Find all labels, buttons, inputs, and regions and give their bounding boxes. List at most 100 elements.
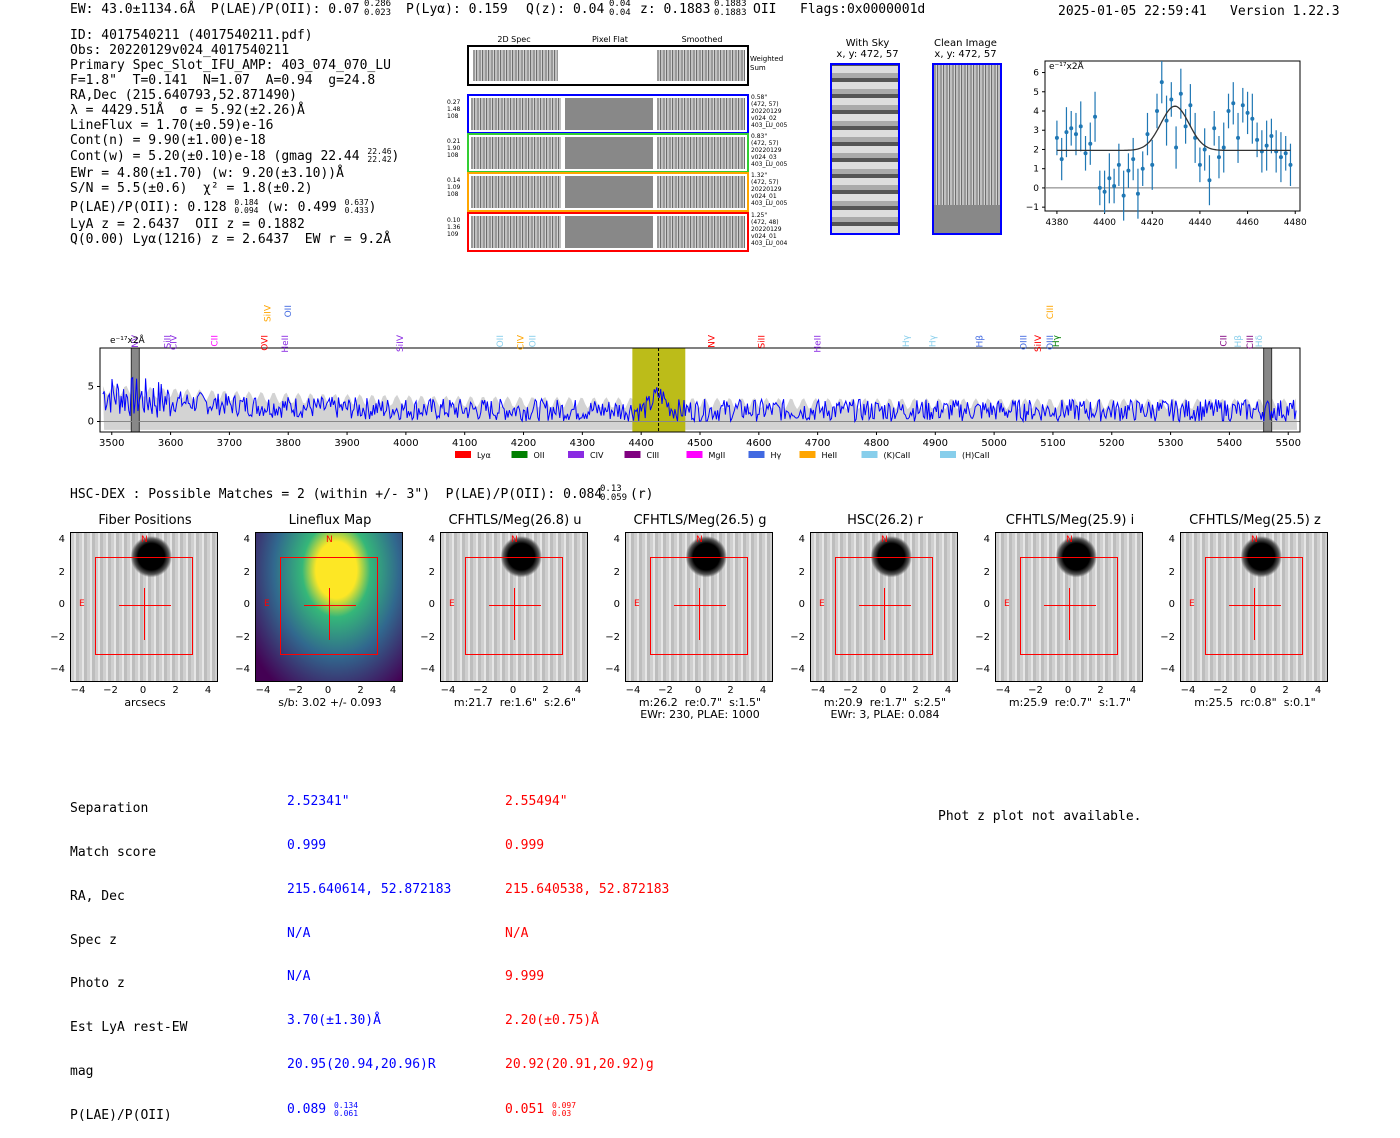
panel-ytick-label: 4: [58, 534, 65, 545]
exposure-4-right-label: 1.25" (472, 48) 20220129 v024_01 403_LU_…: [751, 212, 788, 247]
spectrum-xtick-label: 5000: [981, 438, 1006, 449]
crosshair: [1254, 588, 1255, 640]
exposure-2-flat: [565, 137, 653, 169]
spectrum-line-label: OIII: [1019, 335, 1029, 350]
spectrum-line-label: SiIV: [1034, 334, 1044, 352]
spectrum-xtick-label: 4900: [923, 438, 948, 449]
panel-title: Fiber Positions: [98, 513, 192, 528]
aperture-box: [1205, 557, 1303, 655]
east-marker: E: [634, 599, 640, 609]
line-fit-point: [1102, 189, 1107, 194]
col-title-2d-spec: 2D Spec: [497, 35, 531, 44]
east-marker: E: [1004, 599, 1010, 609]
panel-title: CFHTLS/Meg(25.9) i: [1005, 513, 1135, 528]
crosshair: [859, 605, 911, 606]
panel-ytick-label: −4: [420, 664, 435, 675]
match-value-red: 20.92(20.91,20.92)g: [505, 1056, 654, 1072]
info-lambda: λ = 4429.51Å σ = 5.92(±2.26)Å: [70, 103, 305, 118]
line-fit-point: [1164, 118, 1169, 123]
info-id: ID: 4017540211 (4017540211.pdf): [70, 28, 313, 43]
match-label: Separation: [70, 801, 149, 817]
match-table-labels: Separation Match score RA, Dec Spec z Ph…: [70, 773, 187, 1138]
match-value-blue: 0.999: [287, 837, 327, 853]
col-title-smoothed: Smoothed: [681, 35, 723, 44]
line-fit-point: [1188, 103, 1193, 108]
line-fit-point: [1135, 191, 1140, 196]
panel-xtick-label: 4: [1314, 685, 1322, 696]
line-fit-point: [1250, 116, 1255, 121]
header-ew: EW: 43.0±1134.6Å P(LAE)/P(OII): 0.07: [70, 2, 360, 17]
crosshair: [674, 605, 726, 606]
north-marker: N: [326, 535, 333, 545]
line-fit-point: [1078, 124, 1083, 129]
panel-xtick-label: 4: [574, 685, 582, 696]
col-title-pixel-flat: Pixel Flat: [592, 35, 628, 44]
line-fit-ytick-label: 2: [1033, 145, 1039, 155]
line-fit-point: [1197, 162, 1202, 167]
spectrum-line-label: Hβ: [1234, 335, 1244, 348]
spectrum-xtick-label: 4300: [570, 438, 595, 449]
spectrum-legend-swatch: [455, 451, 471, 458]
match-value-blue: 215.640614, 52.872183: [287, 881, 452, 897]
aperture-box: [650, 557, 748, 655]
panel-ytick-label: 2: [428, 566, 435, 578]
line-fit-point: [1255, 137, 1260, 142]
panel-ytick-label: 4: [798, 534, 805, 545]
clean-image-mask: [934, 205, 1000, 233]
spectrum-legend-swatch: [799, 451, 816, 458]
line-fit-point: [1159, 80, 1164, 85]
hsc-sup: 0.13 0.059: [600, 484, 628, 503]
panel-xtick-label: −4: [440, 685, 456, 696]
spectrum-xtick-label: 5500: [1276, 438, 1301, 449]
line-fit-point: [1174, 145, 1179, 150]
spectrum-legend-label: Lyα: [477, 451, 491, 460]
exposure-1-left-label: 0.27 1.48 108: [447, 99, 461, 120]
panel-ytick-label: −2: [975, 631, 990, 643]
line-fit-point: [1221, 145, 1226, 150]
match-value-red: 0.999: [505, 837, 545, 853]
hsc-title: HSC-DEX : Possible Matches = 2 (within +…: [70, 487, 603, 502]
info-obs: Obs: 20220129v024_4017540211: [70, 43, 290, 58]
spectrum-line-label: CIV: [517, 334, 527, 350]
exposure-3-2d: [471, 176, 561, 208]
crosshair: [514, 588, 515, 640]
panel-ytick-label: 4: [1168, 534, 1175, 545]
panel-xtick-label: 2: [357, 685, 364, 696]
north-marker: N: [1251, 535, 1258, 545]
spectrum-xtick-label: 5300: [1158, 438, 1183, 449]
exposure-2-left-label: 0.21 1.90 108: [447, 138, 461, 159]
panel-title: HSC(26.2) r: [847, 513, 923, 528]
panel-ytick-label: −2: [790, 631, 805, 643]
panel-xtick-label: 0: [1064, 685, 1072, 696]
exposure-4-left-label: 0.10 1.36 109: [447, 217, 461, 238]
aperture-box: [835, 557, 933, 655]
spectrum-line-label: SiIV: [396, 334, 406, 352]
spectrum-line-label: OII: [496, 335, 506, 347]
match-value-red: N/A: [505, 925, 529, 941]
spectrum-xtick-label: 4000: [393, 438, 418, 449]
exposure-4-2d: [471, 216, 561, 248]
panel-ytick-label: 4: [613, 534, 620, 545]
spectrum-error-band: [102, 385, 1298, 430]
spectrum-xtick-label: 4400: [628, 438, 653, 449]
line-fit-point: [1283, 151, 1288, 156]
panel-ytick-label: −2: [1160, 631, 1175, 643]
line-fit-point: [1116, 162, 1121, 167]
match-value-blue: 2.52341": [287, 794, 350, 810]
match-value-blue: N/A: [287, 969, 311, 985]
match-table-red: 2.55494" 0.999 215.640538, 52.872183 N/A…: [505, 766, 669, 1132]
line-fit-point: [1131, 157, 1136, 162]
spectrum-line-label: CIII: [1046, 305, 1056, 319]
spectrum-line-label: OVI: [261, 335, 271, 351]
spectrum-xtick-label: 4200: [511, 438, 536, 449]
clean-image-noise: [934, 65, 1000, 205]
panel-ytick-label: 0: [243, 599, 250, 610]
match-value-blue: 0.089 0.134 0.061: [287, 1100, 359, 1118]
panel-ytick-label: −4: [975, 664, 990, 675]
spectrum-line-label: Hγ: [928, 334, 938, 347]
